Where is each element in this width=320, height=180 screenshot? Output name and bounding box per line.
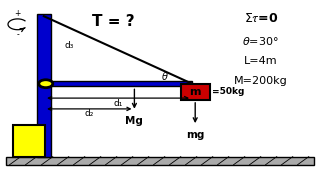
Text: $\Sigma\mathcal{\tau}$=0: $\Sigma\mathcal{\tau}$=0 xyxy=(244,12,278,24)
Bar xyxy=(6,157,314,165)
Text: d₃: d₃ xyxy=(64,41,74,50)
Bar xyxy=(44,81,192,86)
Bar xyxy=(13,125,45,157)
Text: L=4m: L=4m xyxy=(244,56,278,66)
Text: Mg: Mg xyxy=(125,116,143,126)
Text: $\theta$=30°: $\theta$=30° xyxy=(243,35,279,47)
Bar xyxy=(181,84,210,100)
Text: +: + xyxy=(14,9,21,18)
Circle shape xyxy=(39,80,53,88)
Text: d₂: d₂ xyxy=(84,109,94,118)
Text: -: - xyxy=(16,31,19,40)
Text: θ: θ xyxy=(162,71,168,82)
Text: mg: mg xyxy=(186,130,204,141)
Text: T = ?: T = ? xyxy=(92,14,135,29)
Bar xyxy=(37,14,51,157)
Text: =50kg: =50kg xyxy=(212,87,244,96)
Text: m: m xyxy=(189,87,201,97)
Text: M=200kg: M=200kg xyxy=(234,76,288,86)
Text: d₁: d₁ xyxy=(113,99,123,108)
